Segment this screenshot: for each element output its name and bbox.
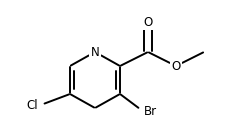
Text: Cl: Cl	[26, 99, 38, 112]
Text: Br: Br	[143, 105, 156, 119]
Text: O: O	[171, 59, 180, 72]
Text: O: O	[143, 15, 152, 29]
Text: N: N	[90, 46, 99, 59]
